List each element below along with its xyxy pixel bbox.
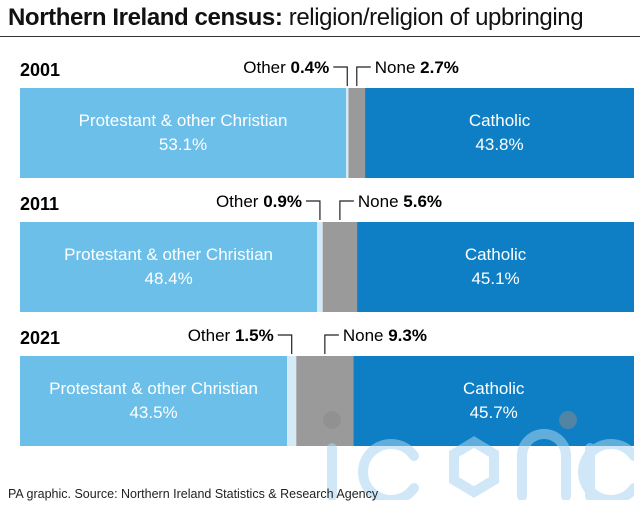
bar-protestant-2011 — [20, 222, 318, 312]
bar-none-2011 — [322, 222, 358, 312]
bar-catholic-2011 — [357, 222, 634, 312]
title-rule — [0, 36, 640, 37]
bar-catholic-2001 — [365, 88, 634, 178]
year-label-2001: 2001 — [20, 60, 60, 80]
leader-other-2001 — [333, 66, 348, 86]
bar-label-catholic-2001: Catholic 43.8% — [469, 111, 531, 154]
callout-none-2021: None 9.3% — [343, 326, 427, 345]
leader-other-2011 — [305, 200, 321, 220]
bar-label-catholic-2021: Catholic 45.7% — [463, 379, 525, 422]
leader-none-2011 — [339, 200, 354, 220]
source-footer: PA graphic. Source: Northern Ireland Sta… — [8, 487, 379, 501]
leader-other-2021 — [277, 334, 293, 354]
bar-other-2001 — [346, 88, 349, 178]
callout-other-2021: Other 1.5% — [188, 326, 274, 345]
year-label-2021: 2021 — [20, 328, 60, 348]
leader-none-2001 — [356, 66, 371, 86]
bar-other-2021 — [287, 356, 297, 446]
bar-none-2021 — [296, 356, 354, 446]
stacked-bar-chart: 2001 Protestant & other Christian 53.1% Cat… — [20, 58, 634, 446]
census-graphic: Northern Ireland census: religion/religi… — [0, 0, 640, 501]
bar-protestant-2021 — [20, 356, 288, 446]
title-subtitle: religion/religion of upbringing — [282, 4, 584, 31]
callout-none-2011: None 5.6% — [358, 192, 442, 211]
year-label-2011: 2011 — [20, 194, 59, 214]
bar-label-catholic-2011: Catholic 45.1% — [465, 245, 527, 288]
callout-other-2001: Other 0.4% — [243, 58, 329, 77]
leader-none-2021 — [324, 334, 339, 354]
bar-label-protestant-2001: Protestant & other Christian 53.1% — [79, 111, 288, 154]
bar-none-2001 — [348, 88, 366, 178]
bar-label-protestant-2021: Protestant & other Christian 43.5% — [49, 379, 258, 422]
callout-none-2001: None 2.7% — [375, 58, 459, 77]
title-bold: Northern Ireland census: — [8, 4, 283, 31]
bar-label-protestant-2011: Protestant & other Christian 48.4% — [64, 245, 273, 288]
callout-other-2011: Other 0.9% — [216, 192, 302, 211]
chart-title: Northern Ireland census: religion/religi… — [8, 4, 584, 32]
bar-protestant-2001 — [20, 88, 347, 178]
title-block: Northern Ireland census: religion/religi… — [0, 0, 640, 38]
bar-other-2011 — [317, 222, 323, 312]
bar-catholic-2021 — [353, 356, 634, 446]
